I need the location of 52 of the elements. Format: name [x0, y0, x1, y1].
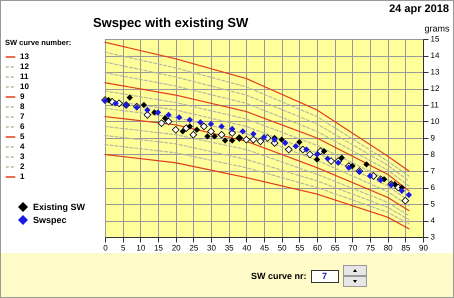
legend-label: Existing SW [33, 202, 86, 212]
x-tick-label: 75 [366, 244, 376, 252]
legend-label: 7 [20, 112, 25, 121]
y-tick-label: 11 [430, 100, 440, 110]
x-tick-label: 15 [154, 244, 164, 252]
legend-label: 12 [20, 62, 30, 71]
number-field: 7 [310, 270, 339, 282]
legend-label: 3 [20, 152, 25, 161]
x-tick-label: 80 [384, 244, 394, 252]
legend-label: 5 [20, 132, 25, 141]
legend-label: 13 [20, 52, 30, 61]
legend-label: 4 [20, 142, 25, 151]
x-tick-label: 10 [136, 244, 146, 252]
legend-label: 2 [20, 162, 25, 171]
chart-subtitle: 24 apr 2018 [389, 3, 449, 15]
y-tick-label: 10 [430, 117, 440, 126]
x-tick-label: 55 [295, 244, 305, 252]
x-tick-label: 20 [172, 244, 182, 252]
x-tick-label: 70 [348, 244, 358, 252]
x-tick-label: 85 [401, 244, 411, 252]
y-tick-label: 13 [430, 68, 440, 76]
x-tick-label: 50 [278, 244, 288, 252]
x-tick-label: 40 [242, 244, 252, 252]
x-tick-label: 30 [207, 244, 216, 252]
y-tick-label: 15 [430, 34, 440, 44]
y-tick-label: 9 [430, 134, 436, 142]
chart-title: Swspec with existing SW [93, 15, 248, 30]
x-tick-label: 0 [103, 244, 108, 252]
legend-label: 1 [20, 172, 25, 181]
y-tick-label: 14 [430, 51, 440, 60]
y-tick-label: 3 [430, 232, 436, 242]
y-tick-label: 8 [430, 150, 436, 159]
y-tick-label: 7 [430, 166, 436, 176]
legend-label: 9 [20, 92, 25, 101]
text: SW curve nr: [251, 271, 307, 281]
legend-label: 11 [20, 72, 30, 81]
x-tick-label: 90 [419, 244, 428, 252]
legend-label: Swspec [33, 215, 67, 225]
x-tick-label: 45 [260, 244, 270, 252]
x-tick-label: 35 [224, 244, 234, 252]
x-tick-label: 65 [330, 244, 340, 252]
x-tick-label: 5 [120, 244, 126, 252]
y-axis-title: grams [424, 24, 450, 34]
legend-label: 8 [20, 102, 25, 111]
y-tick-label: 12 [430, 84, 440, 93]
legend-label: 10 [20, 82, 30, 91]
y-tick-label: 5 [430, 200, 436, 208]
y-tick-label: 6 [430, 183, 436, 192]
y-tick-label: 4 [430, 216, 436, 225]
x-tick-label: 60 [313, 244, 322, 252]
legend-label: 6 [20, 122, 25, 131]
x-tick-label: 25 [189, 244, 199, 252]
